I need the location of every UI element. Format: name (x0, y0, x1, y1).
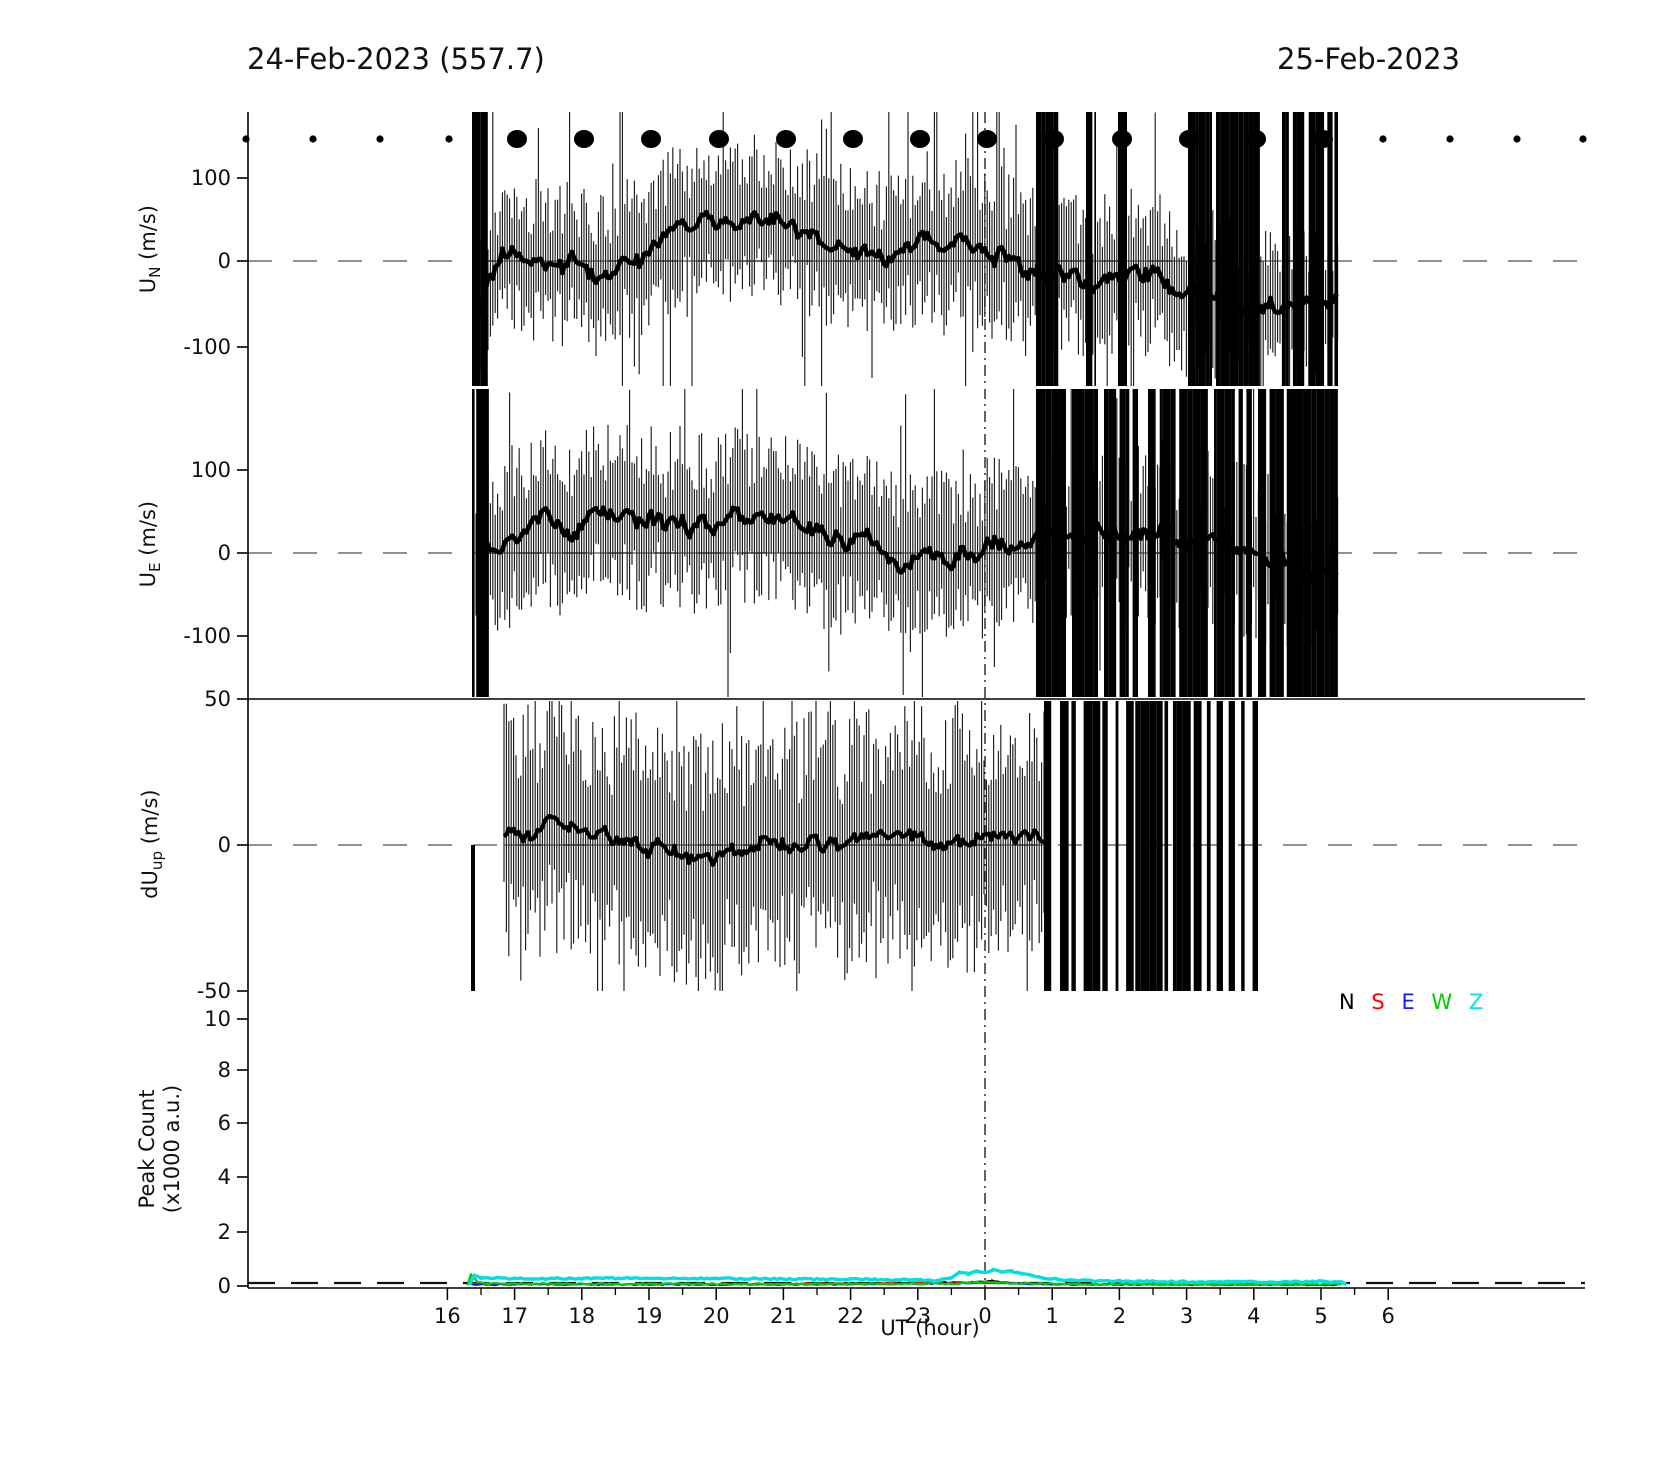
svg-text:17: 17 (501, 1304, 528, 1328)
svg-text:10: 10 (204, 1007, 231, 1031)
svg-text:0: 0 (218, 249, 231, 273)
svg-text:23: 23 (904, 1304, 931, 1328)
y-axis-label-un: UN (m/s) (135, 204, 165, 294)
svg-text:-50: -50 (197, 979, 231, 1003)
svg-text:0: 0 (218, 1274, 231, 1298)
x-axis-label: UT (hour) (880, 1316, 980, 1340)
svg-text:4: 4 (218, 1165, 231, 1189)
svg-text:1: 1 (1046, 1304, 1059, 1328)
legend: N S E W Z (1339, 990, 1493, 1014)
svg-text:50: 50 (204, 687, 231, 711)
svg-text:20: 20 (703, 1304, 730, 1328)
svg-text:16: 16 (434, 1304, 461, 1328)
svg-text:21: 21 (770, 1304, 797, 1328)
svg-text:22: 22 (837, 1304, 864, 1328)
svg-text:-100: -100 (183, 335, 231, 359)
legend-entry-W: W (1431, 990, 1453, 1014)
svg-text:6: 6 (218, 1111, 231, 1135)
svg-text:2: 2 (218, 1220, 231, 1244)
svg-text:18: 18 (568, 1304, 595, 1328)
y-axis-label-ue: UE (m/s) (135, 500, 165, 588)
svg-text:0: 0 (978, 1304, 991, 1328)
svg-text:0: 0 (218, 541, 231, 565)
svg-text:4: 4 (1247, 1304, 1260, 1328)
y-axis-label-dup: dUup (m/s) (137, 789, 167, 899)
svg-text:-100: -100 (183, 624, 231, 648)
svg-text:0: 0 (218, 833, 231, 857)
legend-entry-S: S (1371, 990, 1385, 1014)
title-right-date: 25-Feb-2023 (1277, 42, 1460, 76)
svg-text:3: 3 (1180, 1304, 1193, 1328)
legend-entry-N: N (1339, 990, 1355, 1014)
legend-entry-Z: Z (1468, 990, 1484, 1014)
y-axis-label-peak-count: Peak Count (x1000 a.u.) (135, 1084, 184, 1214)
svg-text:5: 5 (1314, 1304, 1327, 1328)
svg-text:2: 2 (1113, 1304, 1126, 1328)
svg-text:6: 6 (1382, 1304, 1395, 1328)
svg-text:8: 8 (218, 1058, 231, 1082)
title-left-date: 24-Feb-2023 (557.7) (247, 42, 545, 76)
legend-entry-E: E (1401, 990, 1415, 1014)
svg-text:100: 100 (191, 458, 231, 482)
svg-text:100: 100 (191, 166, 231, 190)
svg-text:19: 19 (636, 1304, 663, 1328)
